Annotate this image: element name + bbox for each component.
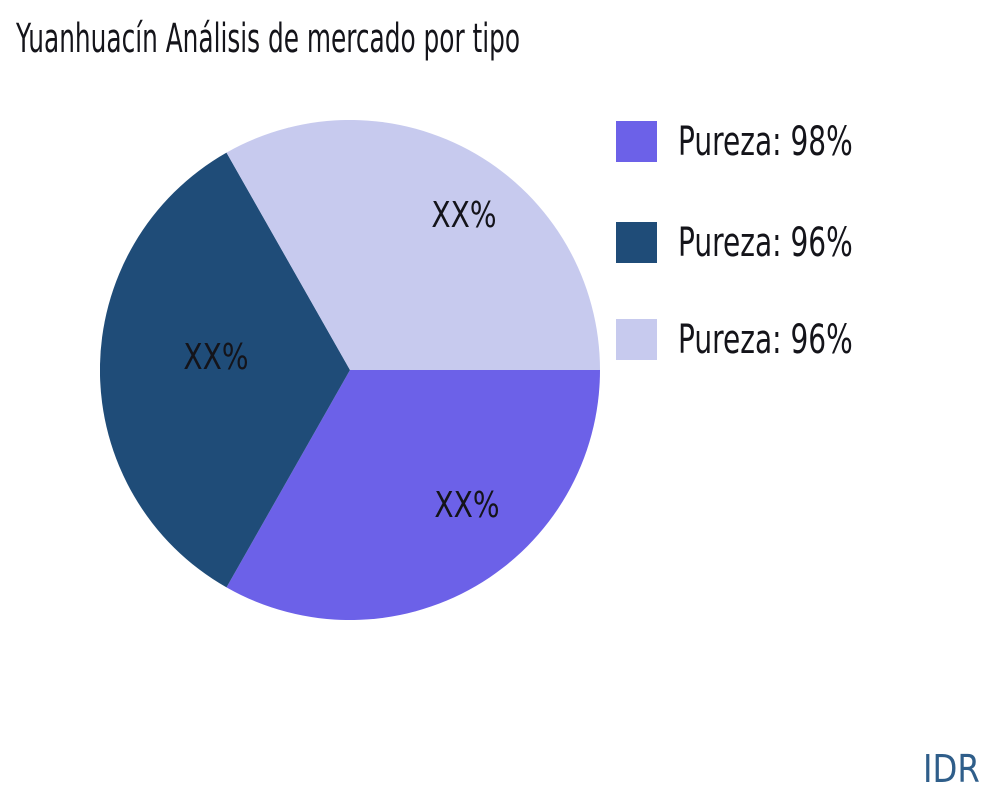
pie-chart (100, 120, 600, 620)
slice-label-purple: XX% (434, 485, 500, 526)
chart-title: Yuanhuacín Análisis de mercado por tipo (16, 18, 829, 60)
pie-slice-pureza-96-lavender (226, 120, 600, 370)
legend-item-pureza-96-lavender: Pureza: 96% (616, 319, 928, 360)
legend-item-pureza-96-navy: Pureza: 96% (616, 222, 928, 263)
watermark-idr: IDR (923, 747, 980, 791)
pie-slice-pureza-98 (226, 370, 600, 620)
legend-label: Pureza: 96% (678, 219, 853, 266)
legend-item-pureza-98: Pureza: 98% (616, 121, 928, 162)
pie-slice-pureza-96-navy (100, 152, 350, 588)
slice-label-lavender: XX% (431, 195, 497, 236)
legend-label: Pureza: 98% (678, 118, 853, 165)
chart-title-text: Yuanhuacín Análisis de mercado por tipo (16, 16, 521, 62)
legend-swatch-navy (616, 222, 657, 263)
slice-label-navy: XX% (183, 337, 249, 378)
legend-swatch-lavender (616, 319, 657, 360)
legend-swatch-purple (616, 121, 657, 162)
legend-label: Pureza: 96% (678, 316, 853, 363)
